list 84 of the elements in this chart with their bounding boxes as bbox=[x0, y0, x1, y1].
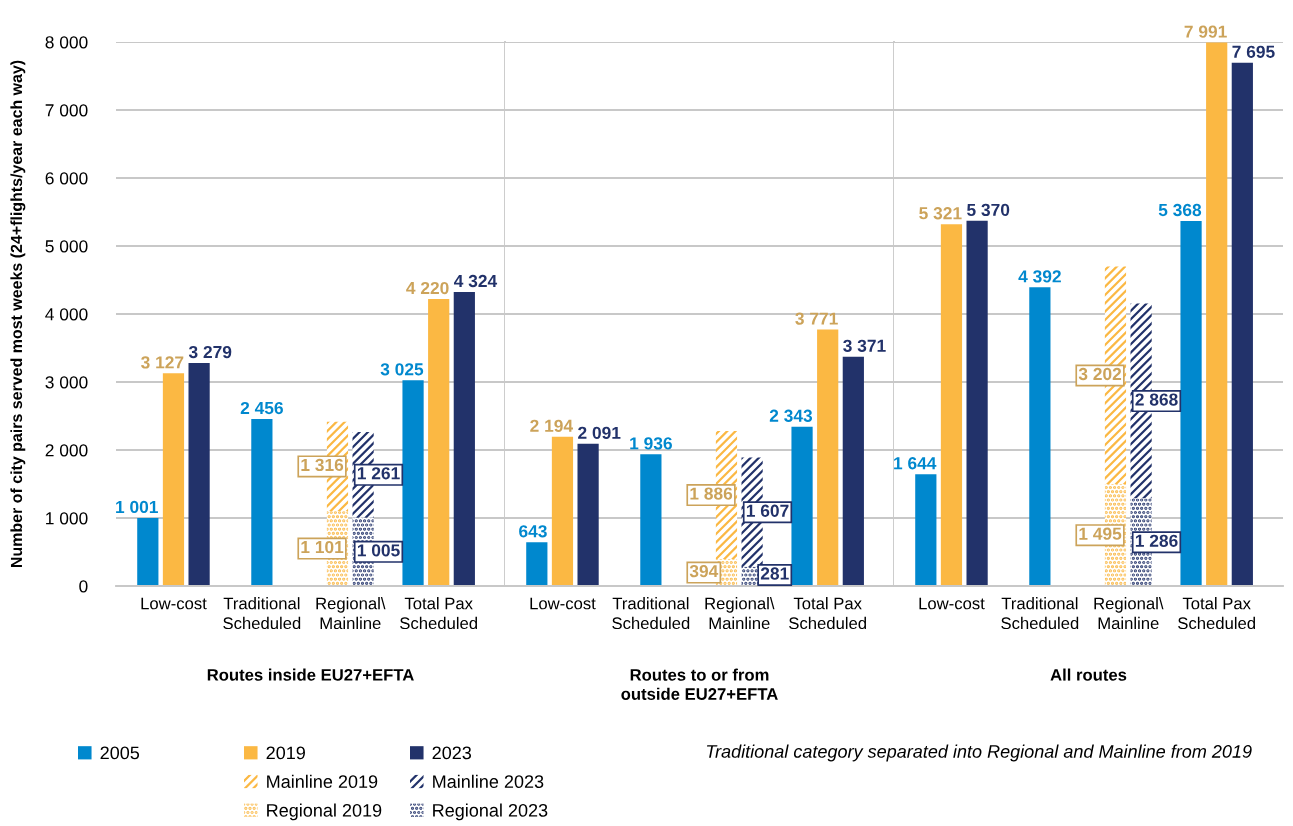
data-label: 1 316 bbox=[301, 458, 344, 472]
data-label: 394 bbox=[689, 564, 719, 578]
data-label: 1 607 bbox=[746, 504, 789, 517]
x-axis-title: All routes bbox=[1050, 668, 1127, 681]
data-label: 1 001 bbox=[116, 500, 158, 514]
data-label: 1 286 bbox=[1135, 534, 1178, 547]
y-tick-label: 0 bbox=[79, 580, 88, 593]
legend-label: 2019 bbox=[266, 746, 305, 760]
y-tick-label: 4 000 bbox=[45, 308, 88, 321]
x-tick-label: Total Pax Scheduled bbox=[789, 597, 867, 630]
y-tick-label: 2 000 bbox=[45, 444, 88, 457]
legend-label: Regional 2019 bbox=[267, 803, 382, 821]
data-label: 3 202 bbox=[1078, 367, 1122, 381]
data-label: 3 279 bbox=[188, 345, 232, 359]
bar bbox=[966, 220, 988, 586]
x-tick-label: Low-cost bbox=[530, 597, 596, 610]
bar bbox=[940, 224, 963, 586]
y-axis-title: Number of city pairs served most weeks (24+flights/year each way) bbox=[10, 60, 26, 568]
data-label: 4 324 bbox=[453, 274, 498, 288]
x-tick-label: Low-cost bbox=[919, 597, 985, 610]
bar bbox=[188, 363, 210, 586]
data-label: 1 886 bbox=[690, 487, 733, 500]
data-label: 1 495 bbox=[1079, 527, 1122, 540]
x-tick-label: Traditional Scheduled bbox=[223, 597, 301, 630]
bar bbox=[1180, 220, 1202, 586]
data-label: 4 220 bbox=[406, 281, 449, 295]
bar bbox=[162, 373, 185, 586]
y-tick-label: 6 000 bbox=[45, 172, 88, 185]
bar bbox=[791, 426, 813, 586]
x-tick-label: Regional\ Mainline bbox=[316, 597, 386, 630]
data-label: 281 bbox=[760, 567, 789, 580]
y-tick-label: 7 000 bbox=[45, 104, 88, 117]
bar bbox=[402, 380, 424, 586]
bar bbox=[1231, 62, 1253, 586]
data-label: 1 261 bbox=[357, 467, 400, 480]
data-label: 3 127 bbox=[141, 356, 184, 369]
data-label: 5 370 bbox=[967, 203, 1010, 217]
x-axis-title: Routes inside EU27+EFTA bbox=[207, 668, 414, 681]
bar bbox=[817, 329, 839, 586]
data-label: 4 392 bbox=[1018, 270, 1061, 283]
bar bbox=[526, 542, 548, 586]
data-label: 3 371 bbox=[843, 339, 886, 352]
data-label: 2 343 bbox=[769, 409, 813, 422]
bar bbox=[453, 291, 475, 586]
x-tick-label: Traditional Scheduled bbox=[612, 597, 690, 630]
legend-label: 2005 bbox=[100, 746, 140, 760]
data-label: 3 025 bbox=[380, 363, 424, 376]
data-label: 2 194 bbox=[530, 419, 573, 432]
bar bbox=[1206, 42, 1228, 586]
data-label: 1 644 bbox=[894, 457, 937, 470]
bar bbox=[577, 443, 599, 586]
y-tick-label: 5 000 bbox=[45, 240, 88, 253]
data-label: 2 868 bbox=[1135, 393, 1178, 406]
data-label: 2 456 bbox=[240, 401, 283, 415]
bar bbox=[551, 436, 574, 586]
legend-label: 2023 bbox=[432, 746, 472, 760]
data-label: 1 936 bbox=[630, 437, 672, 450]
data-label: 5 321 bbox=[919, 207, 962, 220]
y-tick-label: 8 000 bbox=[45, 36, 88, 49]
data-label: 643 bbox=[519, 525, 547, 538]
bar bbox=[842, 356, 864, 586]
data-label: 7 991 bbox=[1184, 25, 1227, 38]
legend-label: Regional 2023 bbox=[433, 803, 548, 821]
x-tick-label: Low-cost bbox=[141, 597, 207, 610]
x-axis-title: Routes to or from outside EU27+EFTA bbox=[621, 668, 778, 700]
data-label: 1 005 bbox=[357, 544, 400, 557]
bar bbox=[428, 299, 450, 586]
x-tick-label: Total Pax Scheduled bbox=[1178, 597, 1256, 630]
data-label: 3 771 bbox=[795, 312, 838, 325]
text: Traditional category separated into Regional and Mainline from 2019 bbox=[706, 744, 1252, 762]
bar bbox=[915, 474, 937, 586]
y-tick-label: 3 000 bbox=[45, 376, 88, 389]
x-tick-label: Total Pax Scheduled bbox=[400, 597, 478, 630]
y-tick-label: 1 000 bbox=[46, 512, 88, 525]
x-tick-label: Regional\ Mainline bbox=[1094, 597, 1164, 630]
data-label: 7 695 bbox=[1232, 45, 1275, 58]
data-label: 1 101 bbox=[301, 540, 344, 554]
legend-label: Mainline 2019 bbox=[267, 774, 378, 789]
legend-label: Mainline 2023 bbox=[433, 774, 544, 789]
data-label: 2 091 bbox=[578, 426, 621, 439]
x-tick-label: Traditional Scheduled bbox=[1001, 597, 1079, 630]
bar bbox=[137, 517, 159, 586]
x-tick-label: Regional\ Mainline bbox=[705, 597, 775, 630]
data-label: 5 368 bbox=[1158, 203, 1202, 217]
